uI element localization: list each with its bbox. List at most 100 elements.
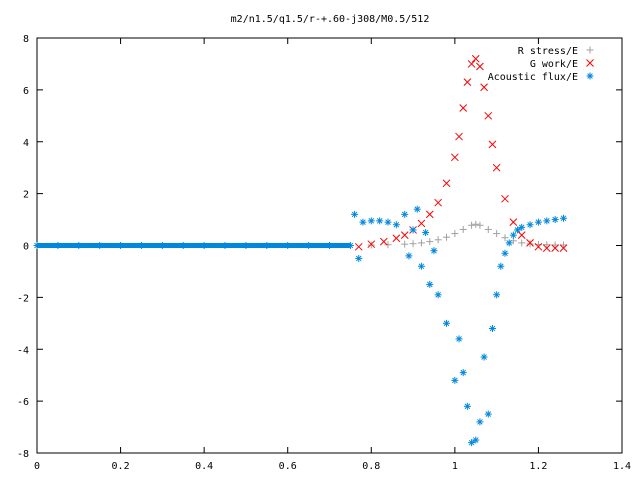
data-point (493, 291, 501, 299)
data-point (467, 60, 476, 68)
legend: R stress/E G work/E Acoustic flux/E (488, 46, 594, 83)
legend-marker (586, 72, 594, 80)
data-point (501, 234, 509, 242)
data-point (526, 221, 534, 229)
legend-label: G work/E (530, 59, 578, 70)
data-point (505, 239, 513, 247)
data-point (417, 219, 426, 228)
data-point (484, 410, 492, 418)
legend-marker (586, 46, 594, 54)
data-point (354, 242, 363, 251)
legend-label: Acoustic flux/E (488, 72, 578, 83)
data-point (560, 214, 567, 222)
x-tick-label: 0.6 (279, 461, 297, 472)
data-point (497, 262, 505, 270)
y-tick-label: -8 (17, 449, 29, 460)
data-point (463, 402, 471, 410)
data-point (484, 225, 492, 233)
data-point (405, 252, 413, 260)
data-point (451, 230, 459, 238)
data-point (472, 220, 480, 228)
data-point (543, 217, 551, 225)
data-point (559, 244, 568, 252)
data-point (442, 179, 451, 188)
chart-title: m2/n1.5/q1.5/r-+.60-j308/M0.5/512 (231, 14, 430, 25)
y-tick-label: 0 (23, 242, 29, 253)
x-tick-label: 1 (452, 461, 458, 472)
data-point (400, 231, 409, 239)
y-tick-label: -2 (17, 293, 29, 304)
data-point (451, 376, 459, 384)
y-tick-label: 4 (23, 138, 29, 149)
data-point (560, 241, 567, 249)
data-point (459, 104, 468, 112)
data-point (501, 249, 509, 257)
data-point (351, 210, 359, 218)
data-point (413, 205, 421, 213)
data-point (426, 238, 434, 246)
series-2 (33, 205, 567, 447)
data-point (551, 241, 559, 249)
data-point (443, 319, 450, 327)
legend-marker (586, 59, 594, 67)
legend-label: R stress/E (518, 46, 578, 57)
data-point (501, 194, 509, 203)
data-point (517, 231, 526, 239)
data-point (367, 240, 376, 249)
data-point (459, 225, 467, 233)
data-point (484, 111, 493, 120)
data-point (488, 140, 497, 149)
y-tick-label: -4 (17, 345, 29, 356)
data-point (384, 218, 392, 226)
y-tick-label: 8 (23, 34, 29, 45)
data-point (543, 241, 551, 249)
data-point (422, 229, 430, 237)
data-point (426, 280, 434, 288)
data-point (367, 241, 375, 249)
series-1 (354, 54, 568, 252)
data-point (542, 244, 551, 252)
data-point (409, 226, 417, 234)
data-point (463, 78, 472, 86)
data-point (493, 230, 501, 238)
data-point (472, 436, 480, 444)
data-point (417, 239, 425, 247)
data-point (476, 418, 484, 426)
data-point (455, 335, 463, 343)
data-point (459, 369, 467, 377)
y-tick-label: 6 (23, 86, 29, 97)
data-point (492, 163, 501, 172)
x-tick-label: 0.8 (362, 461, 380, 472)
data-point (526, 239, 534, 247)
data-point (468, 439, 476, 447)
data-point (455, 132, 463, 141)
data-point (551, 244, 559, 252)
data-point (518, 239, 526, 247)
data-point (430, 247, 438, 255)
data-point (434, 198, 442, 207)
data-point (509, 231, 517, 239)
data-point (392, 234, 401, 243)
data-point (509, 218, 518, 227)
x-tick-label: 0 (34, 461, 40, 472)
data-point (514, 226, 522, 234)
data-marks (33, 54, 568, 447)
data-point (409, 240, 417, 248)
data-point (480, 353, 488, 361)
y-tick-label: 2 (23, 190, 29, 201)
data-point (384, 241, 392, 249)
data-point (379, 237, 388, 246)
data-point (471, 54, 480, 63)
data-point (526, 240, 534, 248)
data-point (451, 153, 459, 162)
axis-ticks: 0 0.2 0.4 0.6 0.8 1 1.2 1.4 8 6 4 2 0 -2 -4 -6 -8 (17, 34, 631, 472)
data-point (376, 217, 384, 225)
data-point (417, 262, 425, 270)
data-point (551, 216, 559, 224)
x-tick-label: 0.2 (112, 461, 130, 472)
data-point (476, 221, 484, 229)
data-point (534, 218, 542, 226)
y-tick-label: -6 (17, 397, 29, 408)
data-point (468, 221, 476, 229)
